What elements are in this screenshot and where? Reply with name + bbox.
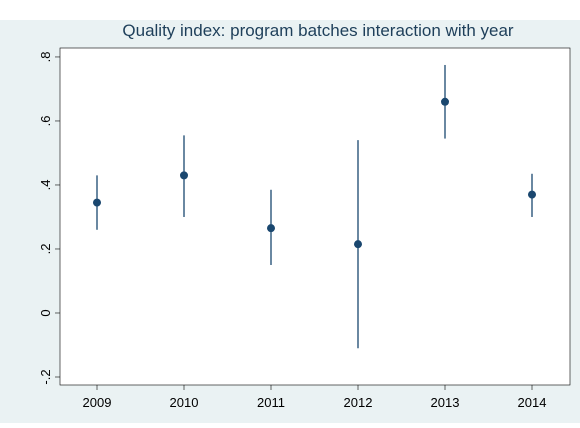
y-tick-label: 0 — [38, 309, 53, 316]
point — [528, 190, 536, 199]
point — [354, 240, 362, 249]
chart-title: Quality index: program batches interacti… — [122, 21, 514, 40]
x-tick-label: 2009 — [83, 395, 112, 410]
x-tick-label: 2013 — [431, 395, 460, 410]
x-tick-label: 2011 — [257, 395, 285, 410]
y-tick-label: .2 — [38, 244, 53, 255]
plot-area — [59, 47, 571, 386]
x-tick-label: 2012 — [344, 395, 373, 410]
y-tick-label: .4 — [38, 180, 53, 191]
point — [267, 224, 275, 233]
point — [93, 198, 101, 207]
y-tick-label: .6 — [38, 116, 53, 127]
y-tick-label: -.2 — [38, 369, 53, 384]
point — [180, 171, 188, 180]
y-tick-label: .8 — [38, 52, 53, 63]
x-tick-label: 2014 — [518, 395, 547, 410]
x-tick-label: 2010 — [170, 395, 199, 410]
point — [441, 97, 449, 106]
